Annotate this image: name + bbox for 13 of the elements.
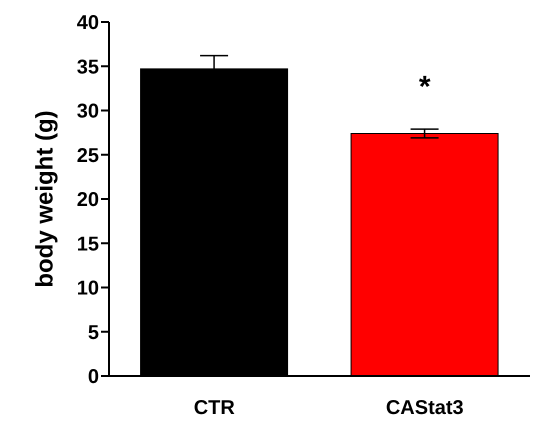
y-tick-label: 15: [76, 233, 99, 256]
y-tick-label: 20: [76, 189, 99, 212]
y-tick-label: 5: [88, 322, 99, 344]
x-tick-label: CAStat3: [386, 397, 464, 420]
y-tick-label: 40: [76, 12, 99, 34]
x-tick-label: CTR: [194, 397, 236, 420]
y-tick-label: 10: [76, 278, 99, 300]
annotation: *: [418, 70, 431, 104]
y-axis-title: body weight (g): [32, 110, 59, 288]
y-tick-label: 0: [88, 366, 99, 388]
y-tick-label: 25: [76, 144, 99, 167]
y-tick-label: 35: [76, 56, 99, 78]
y-tick-label: 30: [76, 100, 99, 123]
